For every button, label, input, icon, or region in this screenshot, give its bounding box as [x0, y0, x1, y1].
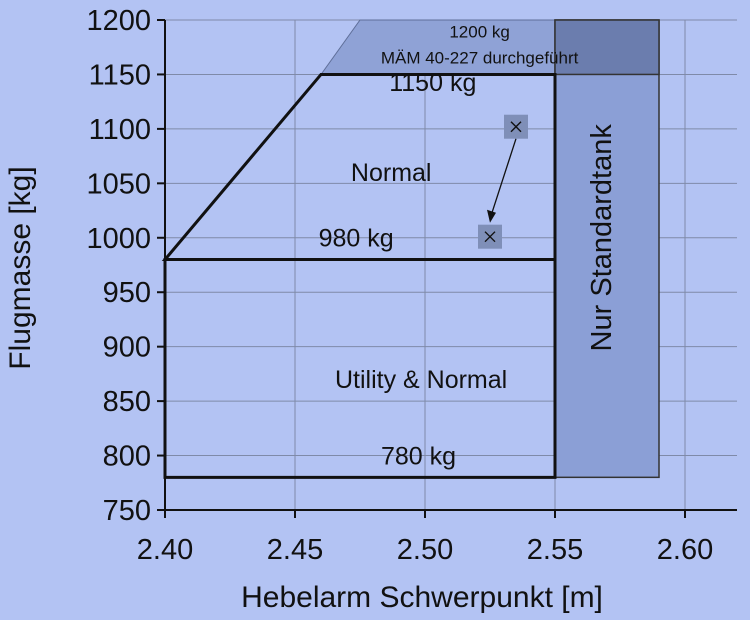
y-tick-label-5: 950 [103, 277, 151, 309]
arrow-head [487, 209, 496, 223]
axes [157, 19, 737, 518]
y-tick-label-2: 1100 [89, 114, 151, 146]
x-tick-label-4: 2.60 [657, 534, 713, 566]
envelope-outline [161, 72, 557, 479]
label-780-kg: 780 kg [381, 442, 456, 470]
y-tick-label-3: 1050 [86, 168, 151, 200]
label-mam-40-227: MÄM 40-227 durchgeführt [381, 49, 579, 68]
x-tick-label-0: 2.40 [137, 534, 193, 566]
label-1200-kg: 1200 kg [449, 22, 510, 41]
x-tick-label-2: 2.50 [397, 534, 453, 566]
label-normal: Normal [351, 159, 432, 187]
arrow-shaft [491, 138, 517, 213]
y-tick-label-4: 1000 [86, 223, 151, 255]
y-tick-label-1: 1150 [89, 59, 151, 91]
y-tick-label-8: 800 [103, 441, 151, 473]
y-tick-label-7: 850 [103, 386, 151, 418]
x-tick-label-1: 2.45 [267, 534, 323, 566]
x-tick-label-3: 2.55 [527, 534, 583, 566]
label-1150-kg: 1150 kg [389, 69, 476, 97]
point-cross-b-end [484, 231, 496, 243]
label-980-kg: 980 kg [319, 224, 394, 252]
y-tick-label-9: 750 [103, 495, 151, 527]
region-normal-outline [161, 72, 557, 262]
label-utility-normal: Utility & Normal [335, 366, 507, 394]
label-nur-standardtank: Nur Standardtank [586, 124, 618, 352]
y-tick-label-0: 1200 [86, 5, 151, 37]
region-tank-extension-overlap [554, 19, 660, 76]
region-labels: Normal Utility & Normal 780 kg 980 kg 1150 k… [319, 22, 618, 470]
region-standard-tank [554, 19, 660, 479]
point-cross-b-start [510, 121, 522, 133]
x-axis-title: Hebelarm Schwerpunkt [m] [241, 581, 603, 614]
data-points [478, 114, 528, 249]
envelope-regions [320, 19, 660, 479]
tick-labels: 1200 1150 1100 1050 1000 950 900 850 800 750 2.40 2… [86, 5, 713, 566]
y-tick-label-6: 900 [103, 332, 151, 364]
y-axis-title: Flugmasse [kg] [4, 166, 37, 369]
